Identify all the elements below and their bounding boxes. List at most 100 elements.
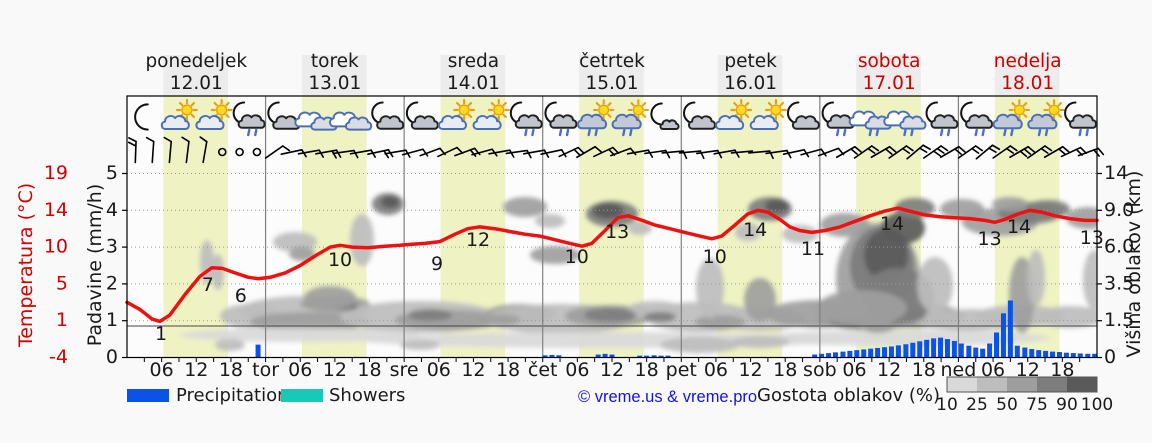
header-day-band: [301, 55, 367, 96]
precip-bar: [938, 337, 944, 358]
wind-barb: [696, 149, 719, 155]
precip-bar: [609, 354, 615, 358]
wind-barb-tick: [1044, 145, 1053, 152]
credit-link[interactable]: © vreme.us & vreme.pro: [578, 388, 758, 406]
wind-barb-tick: [1005, 147, 1015, 154]
precip-bar: [910, 342, 916, 358]
wind-barb: [782, 149, 805, 155]
day-date: 18.01: [1001, 73, 1054, 94]
precipitation-bars: [255, 300, 1097, 358]
wind-barb-tick: [1097, 147, 1105, 156]
wind-barb: [730, 150, 754, 154]
day-date: 13.01: [308, 73, 361, 94]
x-tick-label: 06: [565, 359, 589, 381]
wind-barb-tick: [560, 149, 567, 158]
wind-barb: [992, 145, 1012, 159]
day-date: 17.01: [863, 73, 916, 94]
wind-barb: [1077, 147, 1100, 157]
wind-barb: [488, 149, 511, 155]
weather-icon-sun-rain: [611, 99, 650, 137]
cloud-blob: [992, 197, 1028, 211]
wind-barb: [576, 145, 596, 159]
wind-barb: [644, 149, 667, 155]
wind-barb: [471, 148, 494, 156]
precip-tick-label: 3: [106, 236, 118, 258]
wind-barb-tick: [870, 145, 880, 152]
colorbar-label: 10: [936, 395, 958, 415]
precip-bar: [665, 355, 671, 358]
precip-bar: [1077, 353, 1083, 358]
wind-barb-tick: [1040, 147, 1049, 154]
weather-icon-sun-cloud: [437, 99, 476, 131]
precip-bar: [987, 343, 993, 358]
precip-bar: [1092, 353, 1097, 358]
temp-point-label: 13: [1080, 227, 1104, 249]
temp-tick-label: 1: [56, 309, 68, 331]
wind-barb-tick: [918, 147, 928, 153]
temp-tick-label: 10: [44, 236, 68, 258]
wind-barb: [264, 145, 284, 159]
wind-barb-tick: [932, 150, 942, 157]
wind-barb-tick: [820, 148, 827, 157]
wind-barb-tick: [664, 149, 671, 159]
cloud-blob: [592, 203, 624, 219]
weather-icon-sun-cloud: [472, 99, 510, 131]
x-tick-label: 06: [842, 359, 866, 381]
temp-point-label: 12: [466, 229, 490, 251]
wind-barb-tick: [786, 149, 792, 159]
wind-barb: [923, 145, 942, 159]
x-tick-label: 12: [877, 359, 901, 381]
cloud-blob: [881, 212, 925, 244]
calm-wind-icon: [217, 147, 227, 157]
x-tick-label: 12: [738, 359, 762, 381]
colorbar-frame: [946, 376, 1098, 393]
wind-barb-tick: [128, 137, 137, 143]
precip-bar: [1007, 300, 1013, 358]
day-date: 14.01: [447, 73, 500, 94]
day-name: torek: [311, 51, 359, 72]
cloud-blob: [744, 278, 776, 322]
temp-point-label: 14: [743, 219, 767, 241]
temp-point-label: 1: [155, 323, 167, 345]
temp-point-label: 13: [605, 221, 629, 243]
header-day-band: [440, 55, 506, 96]
colorbar-segment: [977, 377, 1007, 392]
precip-bar: [651, 355, 657, 358]
wind-barb: [168, 140, 173, 164]
wind-barb: [349, 149, 372, 155]
wind-barb-tick: [867, 147, 876, 154]
wind-barb-tick: [629, 147, 637, 156]
wind-barb-tick: [1061, 145, 1070, 153]
cloud-blob: [730, 336, 790, 348]
calm-wind-icon: [235, 147, 244, 157]
x-tick-label: 12: [323, 359, 347, 381]
wind-barb-tick: [905, 145, 914, 152]
cloud-blob: [535, 214, 565, 228]
cloud-blob: [1035, 306, 1097, 328]
cloud-blob: [917, 257, 953, 313]
precip-bar: [840, 351, 846, 358]
temp-point-label: 6: [235, 285, 247, 307]
cloud-blob: [782, 225, 818, 243]
cloud-blob: [408, 309, 452, 321]
precip-bar: [973, 347, 979, 358]
x-tick-label: 06: [288, 359, 312, 381]
temp-point-label: 7: [202, 274, 214, 296]
wind-barb-tick: [526, 149, 532, 159]
precip-bar: [1070, 353, 1076, 358]
precip-bar: [1029, 349, 1035, 358]
precip-bar: [924, 339, 930, 358]
colorbar-segment: [1037, 377, 1067, 392]
precip-bar: [1036, 350, 1042, 358]
wind-barb-tick: [331, 150, 337, 159]
wind-barb-tick: [335, 149, 342, 158]
wind-barb-tick: [850, 148, 858, 155]
wind-barb: [522, 149, 546, 155]
precip-tick-label: 1: [106, 309, 118, 331]
wind-barb: [870, 145, 891, 159]
day-name: nedelja: [994, 51, 1062, 72]
wind-barb-tick: [971, 147, 980, 154]
precip-bar: [637, 355, 643, 358]
temp-point-label: 10: [703, 246, 727, 268]
